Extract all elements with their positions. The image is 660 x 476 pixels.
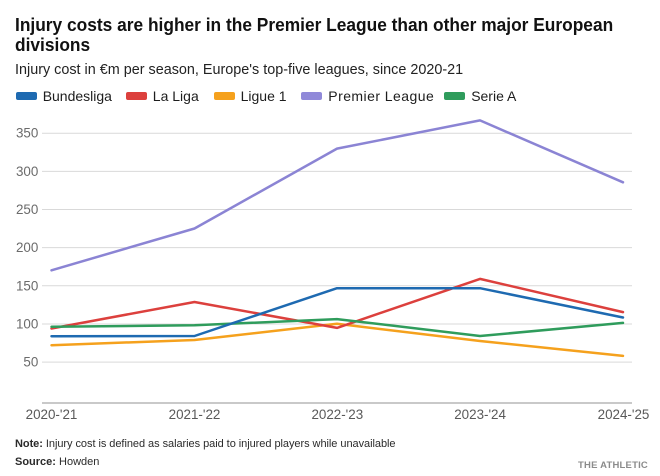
svg-text:50: 50 — [23, 355, 38, 370]
svg-text:350: 350 — [16, 126, 38, 141]
svg-text:2023-'24: 2023-'24 — [454, 407, 506, 422]
svg-text:2024-'25: 2024-'25 — [598, 407, 650, 422]
svg-text:150: 150 — [16, 278, 38, 293]
svg-text:2022-'23: 2022-'23 — [311, 407, 363, 422]
svg-text:2021-'22: 2021-'22 — [169, 407, 221, 422]
svg-text:100: 100 — [16, 316, 38, 331]
svg-text:200: 200 — [16, 240, 38, 255]
svg-text:250: 250 — [16, 202, 38, 217]
svg-text:2020-'21: 2020-'21 — [26, 407, 78, 422]
svg-text:300: 300 — [16, 164, 38, 179]
